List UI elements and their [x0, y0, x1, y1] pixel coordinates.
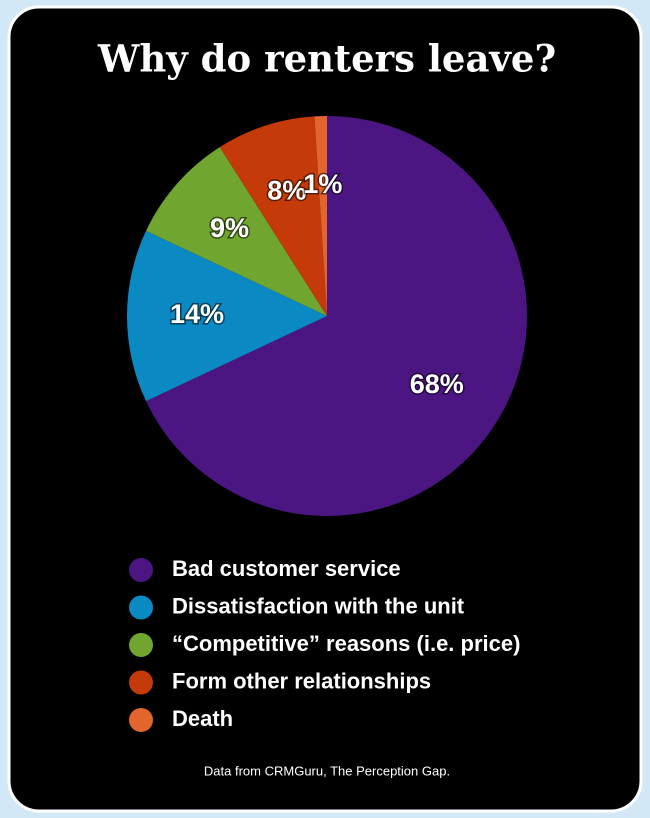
slice-label: 68%	[410, 369, 464, 399]
legend-label: “Competitive” reasons (i.e. price)	[172, 631, 520, 656]
slice-label: 9%	[210, 213, 249, 243]
legend-swatch	[129, 670, 153, 695]
legend-label: Form other relationships	[172, 668, 431, 693]
chart-title: Why do renters leave?	[97, 37, 556, 81]
footnote: Data from CRMGuru, The Perception Gap.	[204, 763, 450, 778]
legend-swatch	[129, 595, 153, 620]
pie-slice	[127, 230, 327, 402]
legend-label: Death	[172, 706, 233, 731]
slice-label: 8%	[267, 175, 306, 205]
pie-slice	[314, 116, 327, 316]
legend-label: Dissatisfaction with the unit	[172, 593, 465, 618]
legend-swatch	[129, 708, 153, 732]
slice-label: 1%	[303, 169, 342, 199]
legend-swatch	[129, 558, 153, 582]
pie-slice	[146, 116, 527, 516]
legend-swatch	[129, 633, 153, 657]
pie-slice	[146, 147, 327, 316]
pie-slice	[219, 116, 327, 316]
legend-label: Bad customer service	[172, 556, 401, 581]
slice-label: 14%	[170, 299, 224, 329]
